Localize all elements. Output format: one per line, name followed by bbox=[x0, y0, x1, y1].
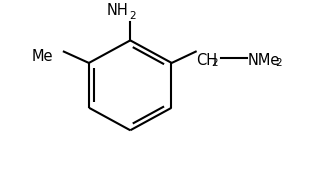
Text: NH: NH bbox=[107, 3, 128, 18]
Text: 2: 2 bbox=[275, 58, 282, 68]
Text: 2: 2 bbox=[212, 58, 218, 68]
Text: Me: Me bbox=[31, 49, 53, 64]
Text: NMe: NMe bbox=[247, 52, 280, 68]
Text: CH: CH bbox=[196, 52, 217, 68]
Text: 2: 2 bbox=[129, 11, 136, 21]
